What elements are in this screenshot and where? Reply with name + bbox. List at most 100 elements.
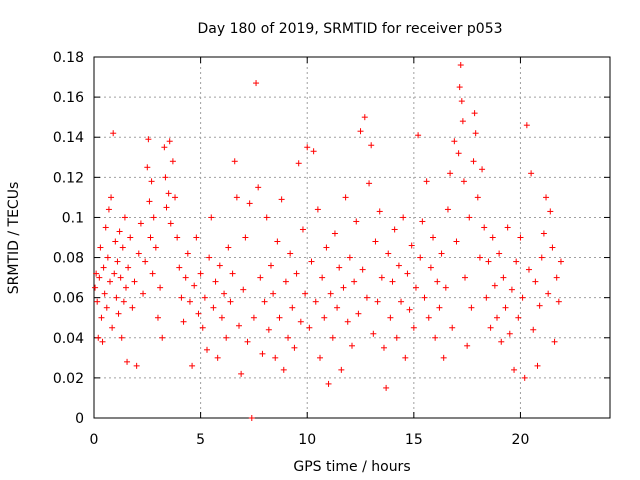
- data-point: [102, 224, 109, 231]
- data-point: [321, 314, 328, 321]
- x-tick-label: 5: [196, 432, 205, 448]
- data-point: [289, 304, 296, 311]
- y-tick-label: 0.18: [53, 50, 84, 66]
- data-points: [92, 62, 564, 421]
- data-point: [508, 286, 515, 293]
- data-point: [391, 226, 398, 233]
- data-point: [255, 184, 262, 191]
- data-point: [530, 326, 537, 333]
- data-point: [462, 274, 469, 281]
- data-point: [233, 194, 240, 201]
- data-point: [464, 342, 471, 349]
- data-point: [363, 294, 370, 301]
- data-point: [272, 354, 279, 361]
- data-point: [278, 196, 285, 203]
- data-point: [519, 294, 526, 301]
- data-point: [229, 270, 236, 277]
- data-point: [319, 274, 326, 281]
- data-point: [534, 362, 541, 369]
- data-point: [119, 244, 126, 251]
- data-point: [166, 138, 173, 145]
- data-point: [109, 324, 116, 331]
- data-point: [280, 366, 287, 373]
- data-point: [274, 238, 281, 245]
- data-point: [506, 330, 513, 337]
- data-point: [117, 274, 124, 281]
- data-point: [122, 284, 129, 291]
- data-point: [355, 310, 362, 317]
- data-point: [165, 190, 172, 197]
- data-point: [100, 264, 107, 271]
- data-point: [483, 294, 490, 301]
- data-point: [161, 144, 168, 151]
- data-point: [470, 158, 477, 165]
- x-tick-label: 15: [405, 432, 423, 448]
- data-point: [404, 270, 411, 277]
- data-point: [111, 270, 118, 277]
- data-point: [532, 278, 539, 285]
- data-point: [370, 330, 377, 337]
- data-point: [372, 238, 379, 245]
- data-point: [193, 234, 200, 241]
- data-point: [276, 314, 283, 321]
- data-point: [455, 150, 462, 157]
- data-point: [525, 266, 532, 273]
- data-point: [383, 384, 390, 391]
- data-point: [543, 194, 550, 201]
- data-point: [346, 254, 353, 261]
- data-point: [555, 298, 562, 305]
- data-point: [374, 298, 381, 305]
- data-point: [191, 282, 198, 289]
- data-point: [150, 214, 157, 221]
- data-point: [223, 334, 230, 341]
- y-tick-label: 0.12: [53, 170, 84, 186]
- data-point: [149, 270, 156, 277]
- data-point: [453, 238, 460, 245]
- data-point: [118, 334, 125, 341]
- data-point: [242, 234, 249, 241]
- y-tick-label: 0.04: [53, 331, 84, 347]
- data-point: [425, 314, 432, 321]
- data-point: [540, 230, 547, 237]
- data-point: [113, 294, 120, 301]
- data-point: [135, 250, 142, 257]
- data-point: [257, 274, 264, 281]
- data-point: [110, 130, 117, 137]
- data-point: [421, 294, 428, 301]
- data-point: [308, 258, 315, 265]
- data-point: [329, 334, 336, 341]
- data-point: [250, 314, 257, 321]
- data-point: [438, 250, 445, 257]
- data-point: [285, 334, 292, 341]
- data-point: [338, 366, 345, 373]
- data-point: [551, 338, 558, 345]
- data-point: [442, 284, 449, 291]
- data-point: [159, 334, 166, 341]
- x-tick-label: 10: [298, 432, 316, 448]
- data-point: [93, 270, 100, 277]
- data-point: [456, 84, 463, 91]
- data-point: [92, 284, 99, 291]
- data-point: [398, 298, 405, 305]
- data-point: [129, 304, 136, 311]
- data-point: [97, 244, 104, 251]
- data-point: [317, 354, 324, 361]
- data-point: [238, 370, 245, 377]
- data-point: [493, 314, 500, 321]
- axis-ticks: 0 0.02 0.04 0.06 0.08 0.1 0.12 0.14 0.16 0.18 0 5 10…: [53, 50, 610, 448]
- data-point: [378, 274, 385, 281]
- data-point: [295, 160, 302, 167]
- data-point: [204, 346, 211, 353]
- y-tick-label: 0.06: [53, 291, 84, 307]
- data-point: [240, 286, 247, 293]
- data-point: [235, 322, 242, 329]
- data-point: [314, 206, 321, 213]
- data-point: [206, 254, 213, 261]
- data-point: [221, 290, 228, 297]
- data-point: [325, 380, 332, 387]
- data-point: [408, 242, 415, 249]
- data-point: [336, 264, 343, 271]
- data-point: [517, 234, 524, 241]
- data-point: [487, 324, 494, 331]
